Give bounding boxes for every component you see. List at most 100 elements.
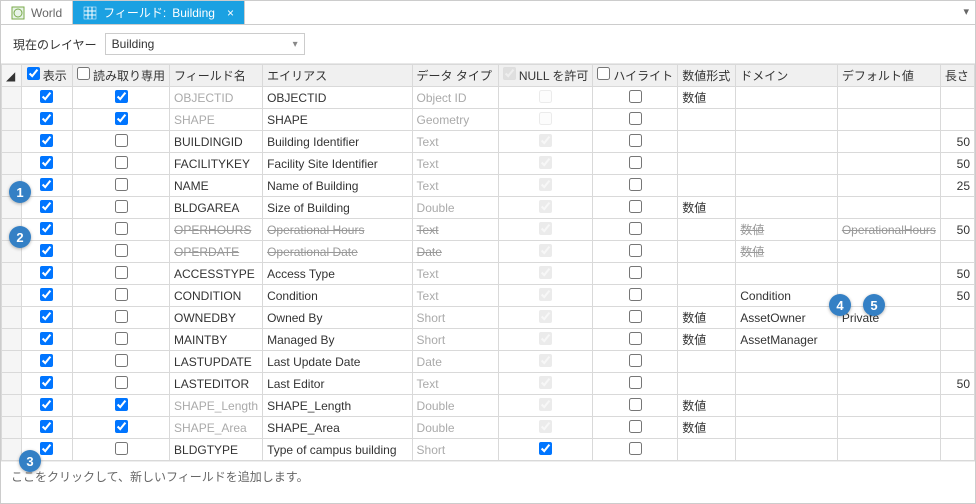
readonly-checkbox[interactable] [115, 156, 128, 169]
cell-readonly[interactable] [73, 373, 170, 395]
cell-domain[interactable] [736, 197, 838, 219]
cell-readonly[interactable] [73, 87, 170, 109]
cell-visible[interactable] [21, 263, 72, 285]
readonly-checkbox[interactable] [115, 420, 128, 433]
table-row[interactable]: SHAPE_AreaSHAPE_AreaDouble数値 [2, 417, 975, 439]
cell-default[interactable] [837, 373, 940, 395]
cell-numfmt[interactable]: 数値 [678, 197, 736, 219]
cell-readonly[interactable] [73, 351, 170, 373]
col-datatype[interactable]: データ タイプ [412, 65, 498, 87]
cell-domain[interactable] [736, 175, 838, 197]
cell-datatype[interactable]: Double [412, 197, 498, 219]
cell-numfmt[interactable] [678, 241, 736, 263]
cell-length[interactable] [940, 329, 974, 351]
cell-alias[interactable]: Operational Hours [263, 219, 412, 241]
col-allownull[interactable]: NULL を許可 [498, 65, 593, 87]
col-default[interactable]: デフォルト値 [837, 65, 940, 87]
table-row[interactable]: LASTUPDATELast Update DateDate [2, 351, 975, 373]
table-row[interactable]: SHAPESHAPEGeometry [2, 109, 975, 131]
cell-readonly[interactable] [73, 329, 170, 351]
cell-numfmt[interactable] [678, 109, 736, 131]
cell-length[interactable] [940, 197, 974, 219]
readonly-checkbox[interactable] [115, 178, 128, 191]
visible-checkbox[interactable] [40, 222, 53, 235]
highlight-checkbox[interactable] [629, 112, 642, 125]
col-numfmt[interactable]: 数値形式 [678, 65, 736, 87]
table-row[interactable]: OBJECTIDOBJECTIDObject ID数値 [2, 87, 975, 109]
cell-length[interactable]: 50 [940, 153, 974, 175]
visible-checkbox[interactable] [40, 178, 53, 191]
cell-allownull[interactable] [498, 351, 593, 373]
visible-checkbox[interactable] [40, 376, 53, 389]
cell-alias[interactable]: Last Editor [263, 373, 412, 395]
cell-numfmt[interactable] [678, 131, 736, 153]
table-row[interactable]: OPERDATEOperational DateDate数値 [2, 241, 975, 263]
cell-allownull[interactable] [498, 219, 593, 241]
cell-highlight[interactable] [593, 439, 678, 461]
row-selector[interactable] [2, 285, 22, 307]
visible-checkbox[interactable] [40, 310, 53, 323]
readonly-checkbox[interactable] [115, 134, 128, 147]
tab-world[interactable]: World [1, 1, 73, 24]
cell-visible[interactable] [21, 285, 72, 307]
cell-numfmt[interactable]: 数値 [678, 307, 736, 329]
cell-fieldname[interactable]: FACILITYKEY [170, 153, 263, 175]
cell-readonly[interactable] [73, 153, 170, 175]
visible-checkbox[interactable] [40, 200, 53, 213]
highlight-checkbox[interactable] [629, 156, 642, 169]
cell-fieldname[interactable]: BLDGTYPE [170, 439, 263, 461]
highlight-checkbox[interactable] [629, 354, 642, 367]
cell-allownull[interactable] [498, 329, 593, 351]
cell-visible[interactable] [21, 395, 72, 417]
cell-datatype[interactable]: Date [412, 351, 498, 373]
cell-highlight[interactable] [593, 417, 678, 439]
cell-highlight[interactable] [593, 395, 678, 417]
table-row[interactable]: BUILDINGIDBuilding IdentifierText50 [2, 131, 975, 153]
cell-default[interactable] [837, 197, 940, 219]
cell-alias[interactable]: OBJECTID [263, 87, 412, 109]
row-selector-header[interactable]: ◢ [2, 65, 22, 87]
highlight-checkbox[interactable] [629, 376, 642, 389]
col-alias[interactable]: エイリアス [263, 65, 412, 87]
cell-readonly[interactable] [73, 439, 170, 461]
cell-length[interactable]: 50 [940, 263, 974, 285]
cell-length[interactable]: 50 [940, 131, 974, 153]
highlight-checkbox[interactable] [629, 332, 642, 345]
row-selector[interactable] [2, 263, 22, 285]
tab-fields[interactable]: フィールド: Building × [73, 1, 245, 24]
readonly-checkbox[interactable] [115, 200, 128, 213]
readonly-checkbox[interactable] [115, 442, 128, 455]
cell-domain[interactable]: 数値 [736, 219, 838, 241]
visible-checkbox[interactable] [40, 288, 53, 301]
readonly-checkbox[interactable] [115, 376, 128, 389]
cell-default[interactable] [837, 351, 940, 373]
readonly-checkbox[interactable] [115, 332, 128, 345]
highlight-checkbox[interactable] [629, 288, 642, 301]
cell-fieldname[interactable]: BLDGAREA [170, 197, 263, 219]
cell-alias[interactable]: Operational Date [263, 241, 412, 263]
readonly-checkbox[interactable] [115, 90, 128, 103]
cell-domain[interactable]: 数値 [736, 241, 838, 263]
cell-alias[interactable]: SHAPE [263, 109, 412, 131]
col-fieldname[interactable]: フィールド名 [170, 65, 263, 87]
tab-menu-dropdown[interactable]: ▾ [963, 5, 969, 18]
cell-numfmt[interactable] [678, 263, 736, 285]
cell-domain[interactable] [736, 417, 838, 439]
row-selector[interactable] [2, 373, 22, 395]
cell-alias[interactable]: Access Type [263, 263, 412, 285]
table-row[interactable]: SHAPE_LengthSHAPE_LengthDouble数値 [2, 395, 975, 417]
cell-default[interactable]: Private [837, 307, 940, 329]
cell-alias[interactable]: Last Update Date [263, 351, 412, 373]
readonly-checkbox[interactable] [115, 288, 128, 301]
cell-readonly[interactable] [73, 109, 170, 131]
cell-datatype[interactable]: Object ID [412, 87, 498, 109]
cell-datatype[interactable]: Text [412, 175, 498, 197]
cell-default[interactable] [837, 263, 940, 285]
cell-allownull[interactable] [498, 175, 593, 197]
cell-numfmt[interactable] [678, 175, 736, 197]
table-row[interactable]: LASTEDITORLast EditorText50 [2, 373, 975, 395]
table-row[interactable]: ACCESSTYPEAccess TypeText50 [2, 263, 975, 285]
cell-readonly[interactable] [73, 417, 170, 439]
cell-domain[interactable] [736, 351, 838, 373]
cell-length[interactable] [940, 417, 974, 439]
